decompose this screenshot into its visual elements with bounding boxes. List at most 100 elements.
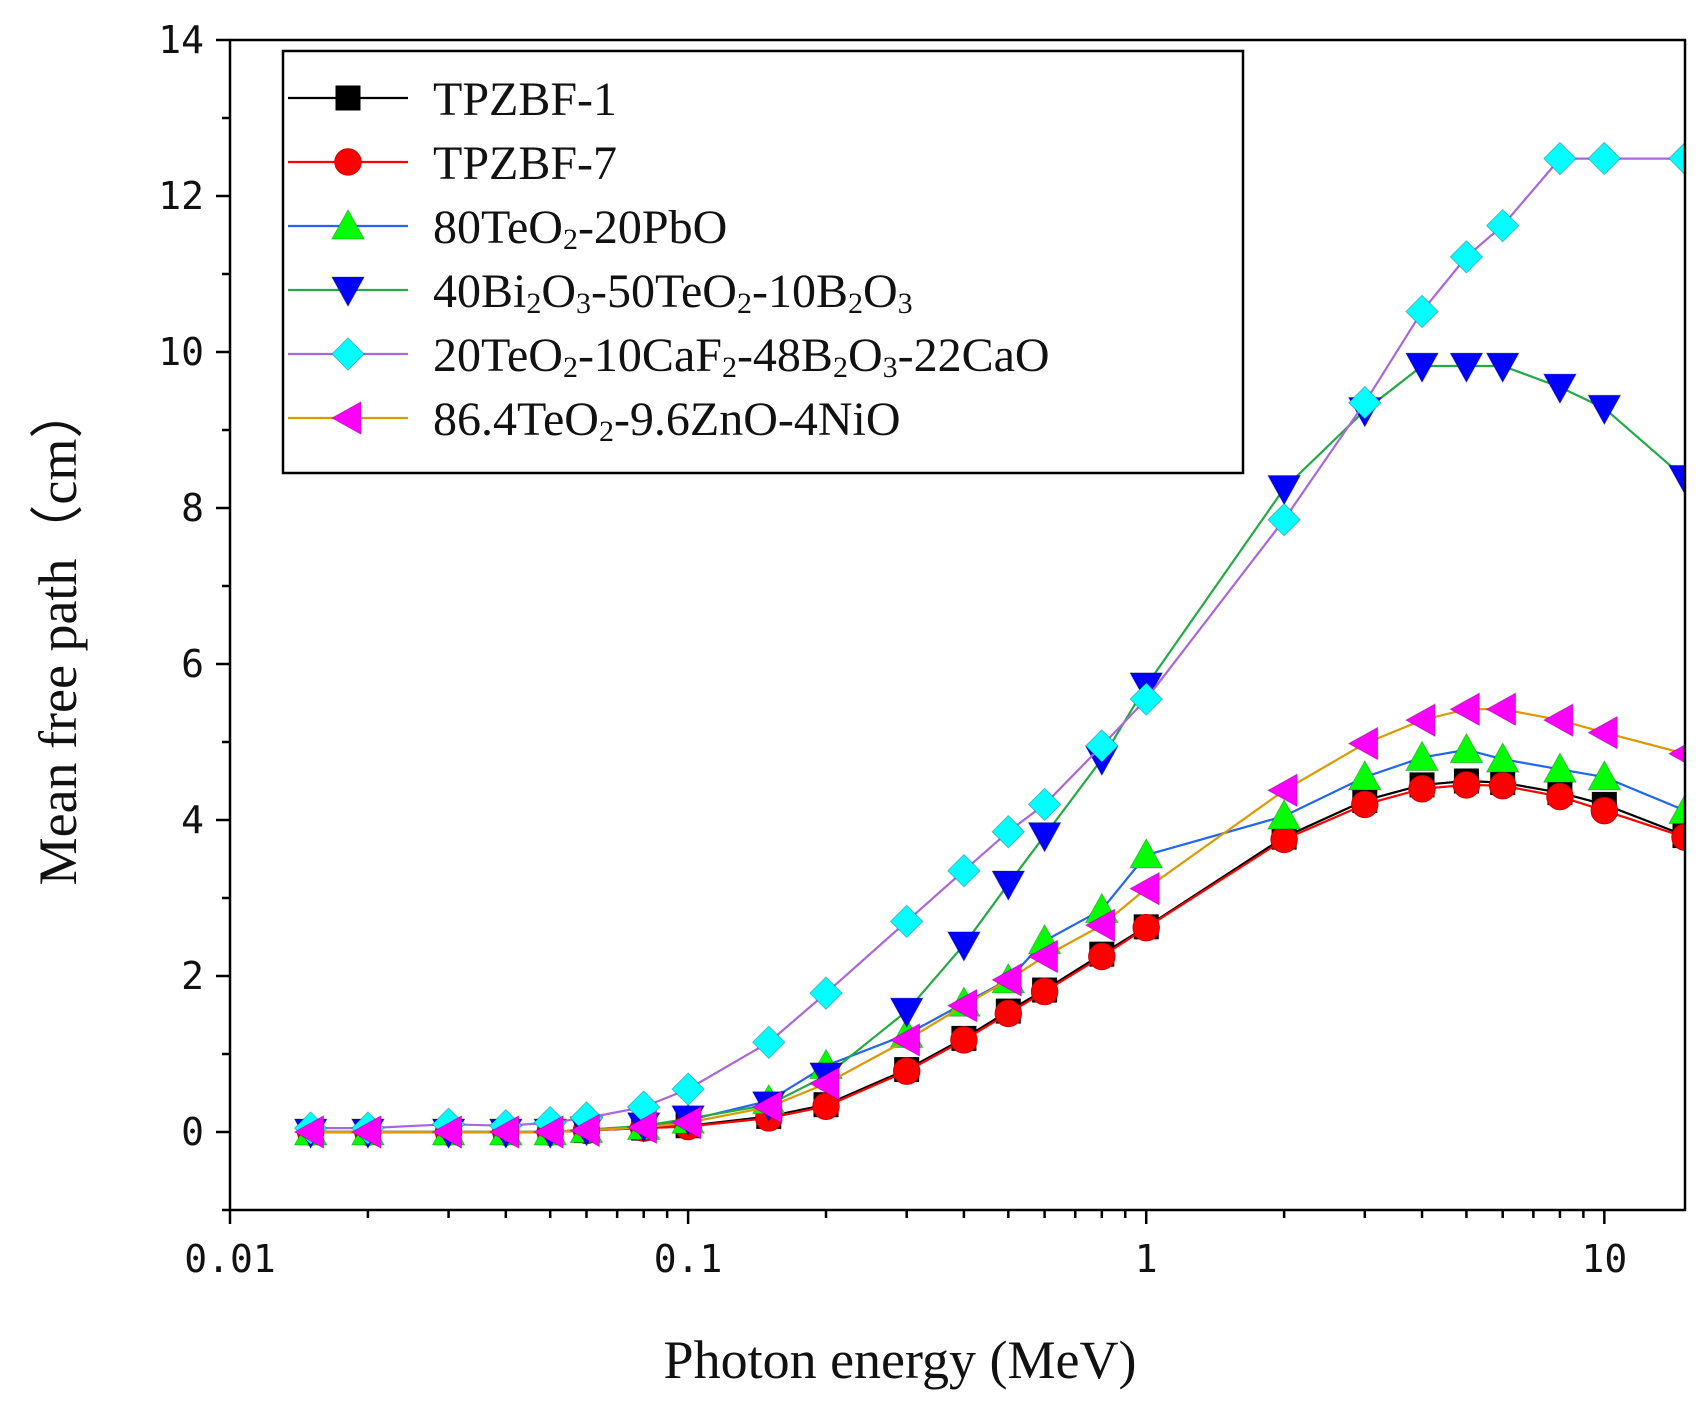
y-tick-label: 6 (181, 642, 204, 686)
data-point (991, 870, 1026, 902)
data-point (1667, 464, 1685, 496)
legend-label: TPZBF-7 (433, 137, 617, 190)
legend-label: TPZBF-1 (433, 73, 617, 126)
data-point (1485, 208, 1520, 243)
data-point (569, 1113, 600, 1148)
data-point (1671, 823, 1685, 851)
data-point (532, 1114, 564, 1150)
data-point (1128, 871, 1160, 906)
y-tick-label: 2 (181, 954, 204, 998)
legend-entry: 86.4TeO2-9.6ZnO-4NiO (288, 393, 901, 448)
data-point (1488, 771, 1517, 800)
data-point (1668, 141, 1685, 176)
data-point (1027, 939, 1059, 974)
legend-label: 86.4TeO2-9.6ZnO-4NiO (433, 393, 901, 448)
data-point (991, 962, 1022, 997)
data-point (950, 1026, 978, 1054)
y-tick-label: 0 (181, 1110, 204, 1154)
data-point (1452, 771, 1481, 799)
data-point (889, 1022, 921, 1058)
data-point (889, 997, 924, 1029)
data-point (1351, 790, 1379, 819)
data-point (1132, 913, 1160, 942)
series-86.4TeO2-9.6ZnO-4NiO (293, 692, 1685, 1150)
data-point (1542, 373, 1577, 405)
data-point (1027, 822, 1062, 853)
data-point (1084, 728, 1119, 763)
data-point (1485, 741, 1520, 773)
x-tick-label: 10 (1581, 1237, 1627, 1281)
data-point (1030, 977, 1059, 1006)
legend-label: 80TeO2-20PbO (433, 201, 727, 256)
data-point (889, 904, 924, 939)
data-point (1404, 352, 1440, 384)
data-point (1542, 703, 1574, 738)
data-point (1270, 825, 1298, 854)
legend-entry: 20TeO2-10CaF2-48B2O3-22CaO (288, 329, 1050, 384)
legend-marker (335, 85, 361, 111)
data-point (1347, 726, 1379, 761)
data-point (1027, 787, 1062, 822)
legend-marker (331, 337, 365, 371)
data-point (431, 1114, 463, 1150)
data-point (1408, 775, 1436, 803)
data-point (1088, 942, 1116, 971)
data-point (488, 1114, 520, 1150)
data-point (1542, 752, 1577, 783)
y-tick-label: 14 (158, 18, 204, 62)
x-tick-label: 1 (1135, 1237, 1158, 1281)
legend-box (281, 49, 1245, 475)
data-point (1667, 744, 1685, 764)
data-point (1129, 682, 1164, 717)
data-point (1543, 141, 1577, 176)
y-axis-title: Mean free path（cm） (28, 385, 88, 886)
axes-layer: 0 2 4 6 8 10 12 14 0.01 0.1 1 10 (158, 18, 1627, 1281)
y-tick-label: 10 (158, 330, 204, 374)
data-point (1347, 759, 1382, 791)
data-point (1267, 475, 1302, 506)
data-point (1667, 793, 1685, 825)
data-point (671, 1072, 706, 1107)
x-tick-label: 0.1 (654, 1237, 723, 1281)
data-point (946, 988, 978, 1023)
legend-marker (330, 400, 362, 436)
data-point (1129, 837, 1164, 869)
x-tick-label: 0.01 (184, 1237, 276, 1281)
data-point (1485, 352, 1520, 384)
data-point (1266, 773, 1298, 808)
legend-marker (334, 148, 362, 176)
data-point (1449, 732, 1484, 764)
data-point (1404, 703, 1436, 738)
data-point (946, 931, 981, 963)
legend: TPZBF-1 TPZBF-7 80TeO2-20PbO 40Bi2O3-50TeO2… (281, 49, 1245, 475)
series-layer (293, 141, 1685, 1150)
y-tick-label: 4 (181, 798, 204, 842)
plot-frame (228, 38, 1687, 1212)
data-point (1405, 294, 1439, 329)
data-point (1449, 692, 1480, 727)
data-point (350, 1114, 382, 1150)
data-point (1546, 782, 1574, 811)
legend-marker (330, 208, 366, 240)
data-point (670, 1105, 702, 1140)
y-tick-label: 12 (158, 174, 204, 218)
data-point (1587, 715, 1618, 750)
data-point (994, 999, 1023, 1028)
data-point (626, 1110, 658, 1145)
data-point (751, 1025, 786, 1060)
data-point (1590, 796, 1619, 825)
legend-entry: 80TeO2-20PbO (288, 201, 727, 256)
data-point (751, 1089, 783, 1125)
legend-label: 40Bi2O3-50TeO2-10B2O3 (433, 265, 913, 320)
data-point (809, 976, 843, 1011)
data-point (1267, 502, 1302, 537)
legend-entry: TPZBF-1 (288, 73, 617, 126)
data-point (812, 1092, 840, 1120)
data-point (1347, 385, 1382, 420)
data-point (1084, 908, 1116, 943)
legend-marker (330, 276, 366, 308)
data-point (808, 1066, 840, 1101)
data-point (1404, 740, 1440, 772)
data-point (1449, 239, 1484, 274)
